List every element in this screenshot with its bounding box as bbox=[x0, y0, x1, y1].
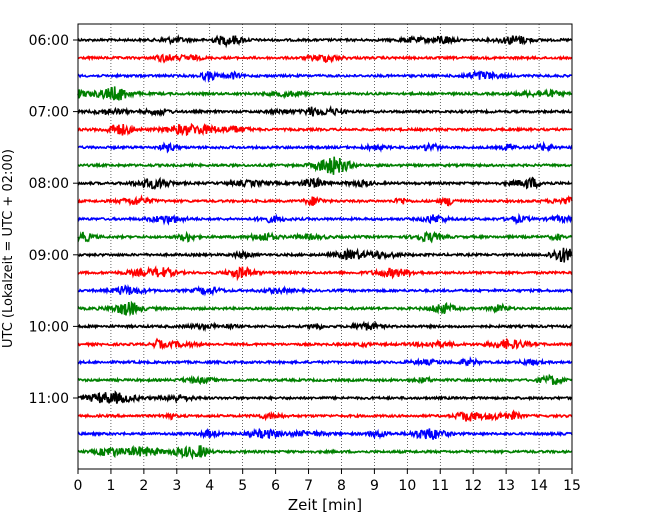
trace-line bbox=[77, 355, 573, 368]
trace-line bbox=[77, 140, 573, 154]
trace-line bbox=[77, 247, 573, 263]
trace-line bbox=[77, 390, 573, 404]
trace-line bbox=[77, 230, 573, 244]
x-tick-label: 12 bbox=[464, 478, 482, 494]
x-tick-label: 6 bbox=[271, 478, 280, 494]
trace-line bbox=[77, 176, 573, 191]
x-grid bbox=[110, 24, 540, 469]
trace-line bbox=[77, 445, 573, 461]
trace-line bbox=[77, 69, 573, 83]
y-tick-label: 11:00 bbox=[29, 391, 69, 407]
y-tick-label: 06:00 bbox=[29, 33, 69, 49]
trace-line bbox=[77, 300, 573, 317]
trace-line bbox=[77, 283, 573, 297]
x-tick-label: 0 bbox=[74, 478, 83, 494]
x-axis-ticks: 0 1 2 3 4 5 6 7 8 9 10 11 12 13 14 15 bbox=[74, 469, 581, 494]
x-tick-label: 1 bbox=[106, 478, 115, 494]
x-tick-label: 14 bbox=[530, 478, 548, 494]
trace-line bbox=[77, 265, 573, 282]
plot-frame bbox=[77, 23, 573, 470]
trace-line bbox=[77, 427, 573, 440]
trace-line bbox=[77, 409, 573, 422]
x-axis-title: Zeit [min] bbox=[288, 496, 362, 514]
y-axis-ticks: 06:00 07:00 08:00 09:00 10:00 11:00 bbox=[29, 33, 78, 407]
y-tick-label: 08:00 bbox=[29, 176, 69, 192]
trace-group bbox=[77, 34, 573, 461]
trace-line bbox=[77, 373, 573, 386]
trace-line bbox=[77, 156, 573, 175]
x-tick-label: 8 bbox=[337, 478, 346, 494]
y-axis-title: UTC (Lokalzeit = UTC + 02:00) bbox=[1, 149, 16, 348]
trace-line bbox=[77, 34, 573, 49]
x-tick-label: 15 bbox=[563, 478, 581, 494]
x-tick-label: 7 bbox=[304, 478, 313, 494]
trace-line bbox=[77, 122, 573, 137]
x-tick-label: 5 bbox=[238, 478, 247, 494]
trace-line bbox=[77, 337, 573, 351]
x-tick-label: 9 bbox=[370, 478, 379, 494]
trace-line bbox=[77, 104, 573, 118]
x-tick-label: 10 bbox=[398, 478, 416, 494]
y-tick-label: 09:00 bbox=[29, 248, 69, 264]
trace-line bbox=[77, 194, 573, 207]
x-tick-label: 2 bbox=[139, 478, 148, 494]
trace-line bbox=[77, 320, 573, 333]
trace-line bbox=[77, 212, 573, 226]
y-tick-label: 10:00 bbox=[29, 319, 69, 335]
y-tick-label: 07:00 bbox=[29, 105, 69, 121]
x-tick-label: 13 bbox=[497, 478, 515, 494]
trace-line bbox=[77, 53, 573, 64]
trace-line bbox=[77, 86, 573, 101]
x-tick-label: 3 bbox=[172, 478, 181, 494]
x-tick-label: 11 bbox=[431, 478, 449, 494]
x-tick-label: 4 bbox=[205, 478, 214, 494]
